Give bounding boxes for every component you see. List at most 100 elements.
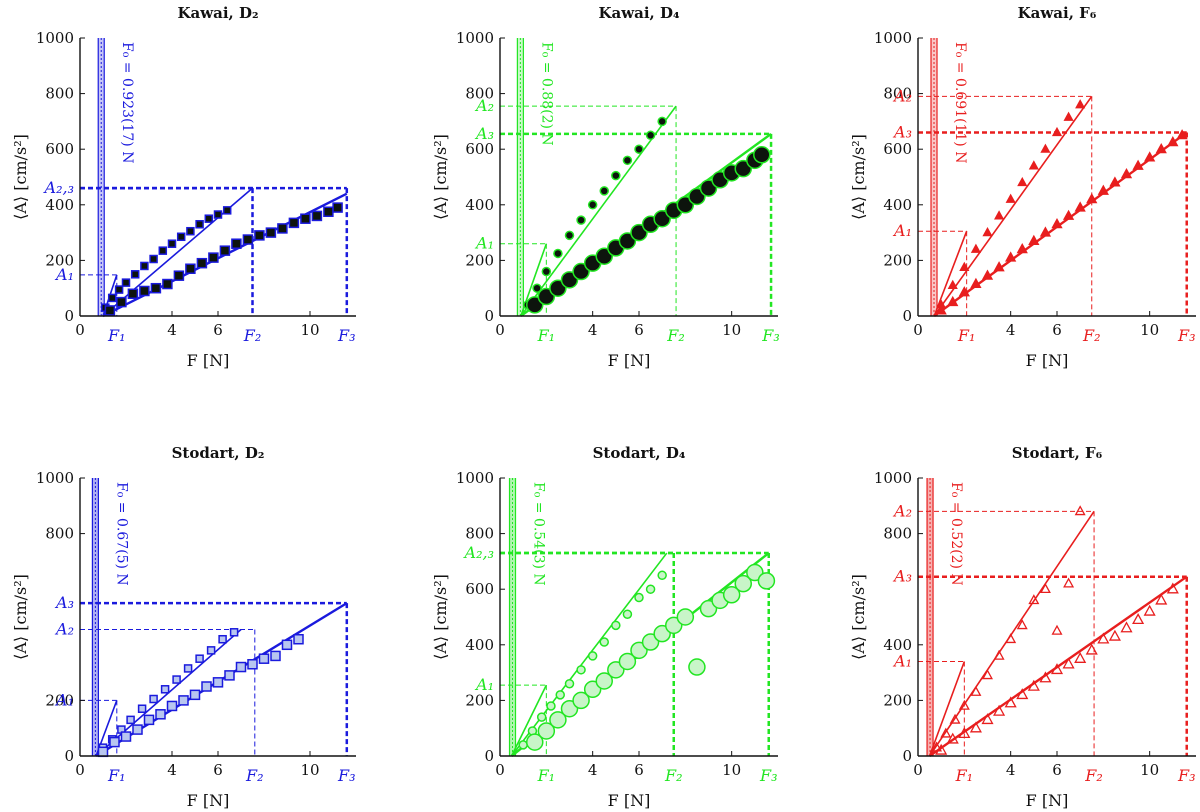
data-point-lower [281,639,293,651]
x-tick-label: 0 [495,761,505,779]
data-point-upper [993,649,1005,660]
data-point-upper [599,637,609,647]
a-marker-label: A₃ [892,123,912,142]
f-marker-label: F₂ [245,766,264,785]
data-point-lower [173,270,185,281]
f-marker-label: F₂ [664,766,683,785]
data-point-upper [213,210,223,219]
x-tick-label: 4 [588,761,598,779]
data-point-lower [1039,226,1052,237]
data-point-lower [958,727,971,739]
data-point-lower [178,695,189,706]
y-axis-label: ⟨A⟩ [cm/s²] [11,574,30,660]
f-marker-label: F₃ [1177,766,1196,785]
f0-label: F₀ = 0.54(3) N [531,482,547,586]
data-point-upper [114,285,124,294]
data-point-lower [753,146,771,164]
f-marker-label: F₃ [761,326,780,345]
f0-band [517,38,524,316]
data-point-upper [970,243,981,253]
data-point-lower [970,277,982,289]
data-point-lower [1062,209,1075,220]
data-point-upper [218,634,227,644]
y-tick-label: 0 [64,747,74,765]
data-point-upper [994,210,1005,220]
data-point-lower [676,608,695,626]
y-tick-label: 1000 [36,29,74,47]
y-tick-label: 200 [465,251,494,269]
data-point-upper [186,226,195,236]
x-tick-label: 10 [300,321,319,339]
f-marker-label: F₁ [537,766,556,785]
a-marker-label: A₃ [892,567,912,586]
a-marker-label: A₂ [892,86,912,105]
panel-kawai_d2: Kawai, D₂ F₀ = 0.923(17) N 0 200 400 600 800 10… [11,4,356,370]
data-point-upper [532,283,542,293]
x-axis-label: F [N] [608,351,651,370]
y-tick-label: 200 [883,691,912,709]
data-point-lower [958,286,970,297]
data-point-lower [1016,688,1029,700]
f0-band [927,478,934,756]
data-point-lower [219,245,231,256]
x-axis-label: F [N] [187,791,230,810]
f-marker-label: F₃ [759,766,778,785]
data-point-lower [150,282,162,294]
y-tick-label: 400 [465,196,494,214]
data-point-lower [1097,184,1109,195]
y-tick-label: 200 [465,691,494,709]
f0-label: F₀ = 0.88(2) N [538,42,554,146]
data-point-upper [206,646,216,655]
y-tick-label: 400 [465,636,494,654]
data-point-lower [265,227,277,238]
f-marker-label: F₃ [337,766,356,785]
data-point-lower [132,724,143,735]
data-point-upper [949,713,961,724]
data-point-lower [1167,136,1179,147]
data-point-upper [229,628,239,637]
a-marker-label: A₁ [892,221,912,240]
a-marker-label: A₁ [474,234,494,253]
f-marker-label: F₂ [1082,326,1101,345]
f-marker-label: F₃ [337,326,356,345]
fit-line [520,105,677,317]
y-tick-label: 800 [45,525,74,543]
y-axis-label: ⟨A⟩ [cm/s²] [431,574,450,660]
data-point-lower [231,238,242,249]
data-point-upper [1040,143,1051,153]
x-tick-label: 6 [634,321,644,339]
a-marker-label: A₂,₃ [463,543,494,562]
data-point-lower [969,721,982,733]
panel-title: Stodart, D₂ [172,444,265,462]
data-point-lower [1004,696,1017,708]
data-point-upper [130,270,140,279]
y-tick-label: 200 [45,251,74,269]
data-point-lower [1166,582,1179,594]
data-point-upper [1075,99,1086,109]
panel-title: Stodart, D₄ [593,444,686,462]
data-point-lower [1027,679,1040,691]
f0-band [509,478,516,756]
data-point-lower [288,217,300,229]
data-point-lower [201,681,212,692]
fit-line [928,510,1095,757]
data-point-lower [212,677,224,688]
data-point-upper [657,570,667,581]
data-point-upper [576,215,586,225]
data-point-upper [1017,176,1028,187]
y-tick-label: 0 [902,307,912,325]
data-point-lower [143,714,155,726]
data-point-upper [107,293,117,303]
panel-title: Kawai, F₆ [1018,4,1097,22]
data-point-lower [722,586,741,604]
y-tick-label: 200 [45,691,74,709]
data-point-upper [1063,577,1075,588]
x-tick-label: 10 [1140,761,1159,779]
data-point-upper [1051,126,1063,137]
data-point-upper [546,701,556,711]
x-tick-label: 0 [75,321,85,339]
data-point-upper [1028,160,1039,170]
data-point-upper [982,669,993,680]
y-tick-label: 200 [883,251,912,269]
